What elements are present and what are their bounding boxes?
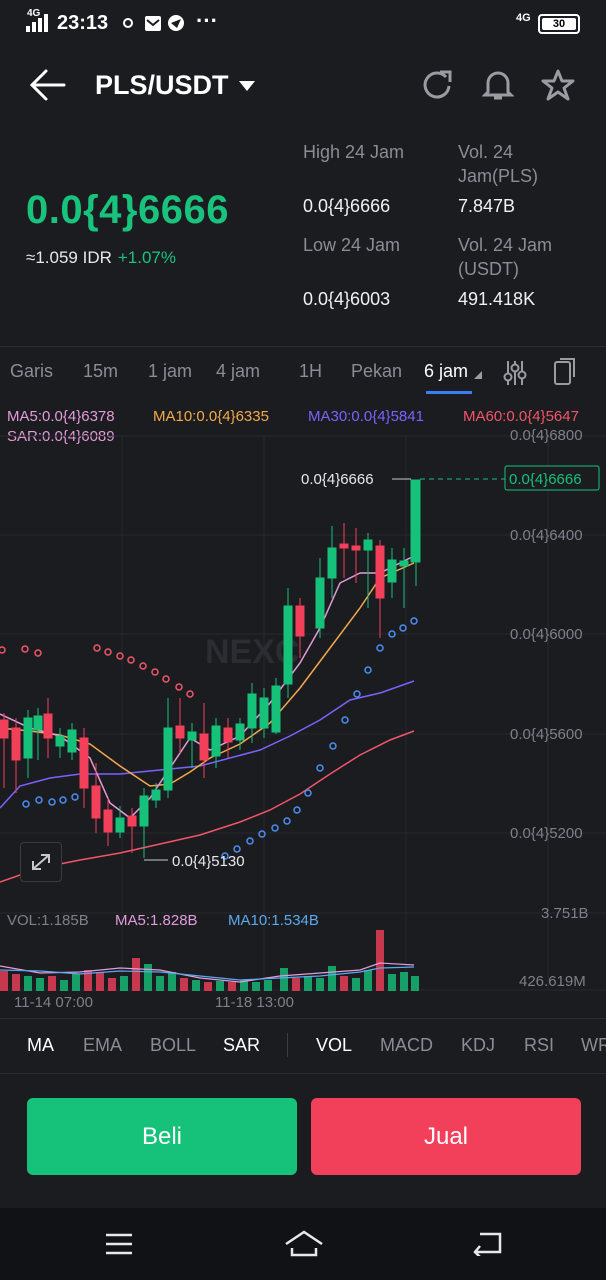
tab-15m[interactable]: 15m [83,361,119,381]
bell-icon[interactable] [482,68,514,102]
y-tick-6000: 0.0{4}6000 [510,626,583,643]
low-value: 0.0{4}6003 [303,289,391,309]
status-bar: 4G 23:13 ··· 4G 30 [0,0,606,46]
last-price-tag: 0.0{4}6666 [509,471,582,488]
idr-conversion: ≈1.059 IDR +1.07% [26,248,176,268]
ind-kdj[interactable]: KDJ [461,1035,496,1055]
fullscreen-button[interactable] [20,842,62,882]
ma30-line [0,680,415,809]
home-icon[interactable] [283,1228,325,1258]
indicator-divider [287,1033,288,1057]
vol-max-label: 3.751B [541,905,589,922]
active-tab-indicator [426,391,472,394]
notification-icons [123,15,184,31]
ind-boll[interactable]: BOLL [150,1035,197,1055]
chart-grid [0,435,606,991]
tab-4-jam[interactable]: 4 jam [216,361,261,381]
ma5-label: MA5:0.0{4}6378 [7,408,115,425]
menu-icon[interactable] [104,1232,134,1256]
tab-6-jam[interactable]: 6 jam [424,361,469,381]
indicator-settings-icon[interactable] [503,359,527,387]
vol-ma10-label: MA10:1.534B [228,912,319,929]
vol-ma5-label: MA5:1.828B [115,912,198,929]
vol-label: VOL:1.185B [7,912,89,929]
last-price-tag-box [504,465,600,491]
idr-value: ≈1.059 IDR [26,248,112,267]
ma10-label: MA10:0.0{4}6335 [153,408,269,425]
vol-usdt-value: 491.418K [458,289,536,309]
tab-garis[interactable]: Garis [10,361,54,381]
low-label: Low 24 Jam [303,235,401,255]
vol-ma10-line [0,966,415,981]
battery-icon: 30 [538,14,580,34]
ind-macd[interactable]: MACD [380,1035,433,1055]
vol-min-label: 426.619M [519,973,586,990]
network-type: 4G [27,8,41,19]
more-dots-icon: ··· [196,8,218,33]
ind-sar[interactable]: SAR [223,1035,261,1055]
ma60-label: MA60:0.0{4}5647 [463,408,579,425]
system-nav-bar [0,1208,606,1280]
vol-usdt-label-line1: Vol. 24 Jam [458,235,553,255]
ind-vol[interactable]: VOL [316,1035,353,1055]
back-arrow-icon[interactable] [28,68,66,102]
y-tick-5200: 0.0{4}5200 [510,825,583,842]
sar-dots [0,617,418,860]
last-price: 0.0{4}6666 [26,188,229,232]
vol-ma5-line [0,962,415,983]
buy-button[interactable]: Beli [27,1098,297,1175]
high-marker-label: 0.0{4}6666 [301,471,374,488]
ma5-line [0,555,415,819]
low-marker-label: 0.0{4}5130 [172,853,245,870]
vol-usdt-label: Vol. 24 Jam (USDT) [458,233,552,281]
tab-pekan[interactable]: Pekan [351,361,403,381]
x-tick-1: 11-14 07:00 [14,994,93,1011]
tab-1-jam[interactable]: 1 jam [148,361,193,381]
clock: 23:13 [57,12,109,34]
volume-bars [0,930,419,991]
y-tick-6400: 0.0{4}6400 [510,527,583,544]
ind-ma[interactable]: MA [27,1035,54,1055]
header [0,46,606,126]
ma30-label: MA30:0.0{4}5841 [308,408,424,425]
indicator-tabs: MA EMA BOLL SAR VOL MACD KDJ RSI WR [0,1018,606,1074]
price-change: +1.07% [117,248,177,267]
tab-1h[interactable]: 1H [299,361,323,381]
back-nav-icon[interactable] [472,1230,504,1256]
star-icon[interactable] [540,68,576,102]
ind-wr[interactable]: WR [581,1035,606,1055]
timeframe-tabs: Garis 15m 1 jam 4 jam 1H Pekan 6 jam [0,346,606,399]
network-type-right: 4G [516,12,531,24]
y-tick-6800: 0.0{4}6800 [510,427,583,444]
sell-button[interactable]: Jual [311,1098,581,1175]
rotate-screen-icon[interactable] [552,357,578,387]
tab-dropdown-icon [474,371,482,379]
expand-icon [32,854,50,870]
ma60-line [0,730,415,883]
battery-level: 30 [542,18,576,30]
high-label: High 24 Jam [303,142,405,162]
x-tick-2: 11-18 13:00 [215,994,294,1011]
y-tick-5600: 0.0{4}5600 [510,726,583,743]
signal-icon [26,14,48,32]
ind-ema[interactable]: EMA [83,1035,123,1055]
vol-pls-label: Vol. 24 Jam(PLS) [458,140,538,188]
chevron-down-icon[interactable] [238,80,256,92]
candles [0,479,421,858]
ind-rsi[interactable]: RSI [524,1035,555,1055]
vol-usdt-label-line2: (USDT) [458,259,519,279]
vol-pls-label-line2: Jam(PLS) [458,166,539,186]
high-value: 0.0{4}6666 [303,196,391,216]
refresh-icon[interactable] [420,68,454,102]
candlestick-chart[interactable]: MA5:0.0{4}6378 MA10:0.0{4}6335 MA30:0.0{… [0,398,606,1018]
chart-canvas: NEXC 0.0{4}6800 0.0{4}6400 0.0{4}6000 0.… [0,427,606,1011]
vol-pls-value: 7.847B [458,196,516,216]
vol-pls-label-line1: Vol. 24 [458,142,514,162]
pair-title[interactable]: PLS/USDT [95,70,229,100]
